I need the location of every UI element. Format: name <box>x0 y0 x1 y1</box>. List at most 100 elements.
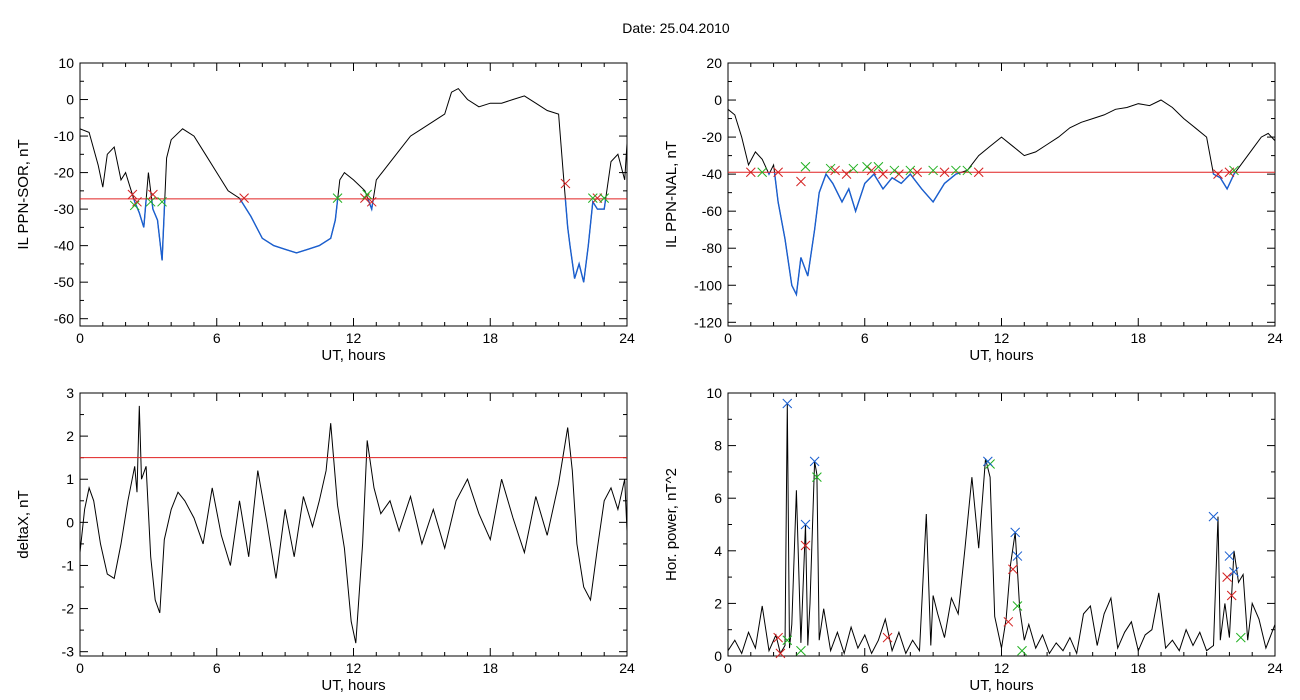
y-tick-label: 8 <box>714 438 722 454</box>
x-tick-label: 24 <box>619 660 635 676</box>
x-tick-label: 0 <box>76 330 84 346</box>
y-tick-label: -2 <box>62 601 75 617</box>
series-line-below-threshold <box>767 172 1237 297</box>
marker-red <box>882 632 893 643</box>
y-tick-label: 0 <box>714 92 722 108</box>
x-tick-label: 12 <box>994 330 1010 346</box>
marker-green <box>905 165 916 176</box>
marker-green <box>951 165 961 176</box>
y-tick-label: 1 <box>66 471 74 487</box>
marker-red <box>366 196 377 207</box>
marker-blue <box>1229 566 1239 577</box>
x-tick-label: 18 <box>1130 660 1146 676</box>
marker-green <box>782 635 793 646</box>
x-tick-label: 24 <box>1267 330 1283 346</box>
y-tick-label: 10 <box>58 55 74 71</box>
marker-blue <box>982 456 993 467</box>
marker-red <box>866 165 877 176</box>
marker-green <box>873 161 884 172</box>
x-tick-label: 0 <box>724 330 732 346</box>
marker-red <box>1008 564 1018 575</box>
series-line <box>728 403 1275 656</box>
marker-green <box>757 167 768 178</box>
marker-green <box>1017 645 1027 656</box>
marker-green <box>599 193 610 204</box>
marker-red <box>1222 572 1232 582</box>
y-tick-label: 6 <box>714 490 722 506</box>
y-tick-label: 10 <box>706 385 722 401</box>
y-tick-label: 0 <box>66 92 74 108</box>
y-axis-label: Hor. power, nT^2 <box>663 468 680 581</box>
marker-blue <box>1010 527 1021 538</box>
marker-red <box>878 169 888 179</box>
figure-title: Date: 25.04.2010 <box>622 20 730 36</box>
y-tick-label: -1 <box>62 557 75 573</box>
x-tick-label: 6 <box>861 660 869 676</box>
marker-blue <box>1012 551 1023 561</box>
series-line <box>80 405 627 644</box>
marker-green <box>962 165 973 176</box>
marker-green <box>1235 632 1246 643</box>
y-tick-label: -100 <box>694 277 722 293</box>
marker-red <box>841 169 852 179</box>
x-tick-label: 6 <box>213 660 221 676</box>
y-tick-label: -40 <box>54 238 74 254</box>
marker-green <box>848 163 859 174</box>
marker-blue <box>1224 551 1235 561</box>
y-tick-label: 4 <box>714 543 722 559</box>
marker-red <box>894 169 904 179</box>
marker-green <box>928 165 938 176</box>
y-tick-label: 0 <box>66 514 74 530</box>
marker-green <box>587 193 598 204</box>
x-tick-label: 0 <box>724 660 732 676</box>
y-tick-label: -120 <box>694 314 722 330</box>
marker-red <box>127 189 138 200</box>
marker-green <box>332 193 343 204</box>
x-axis-label: UT, hours <box>321 677 385 694</box>
marker-green <box>812 472 822 483</box>
marker-green <box>825 163 836 174</box>
marker-red <box>939 167 950 178</box>
x-tick-label: 18 <box>482 330 498 346</box>
marker-red <box>560 178 571 189</box>
y-tick-label: -60 <box>54 311 74 327</box>
marker-red <box>1003 616 1014 627</box>
marker-green <box>157 196 167 207</box>
marker-red <box>773 632 783 643</box>
y-tick-label: 20 <box>706 55 722 71</box>
series-line-below-threshold <box>133 198 607 283</box>
marker-blue <box>1208 511 1219 522</box>
y-tick-label: -3 <box>62 644 75 660</box>
marker-green <box>129 200 140 211</box>
marker-green <box>145 196 156 207</box>
y-tick-label: -50 <box>54 274 74 290</box>
y-axis-label: deltaX, nT <box>15 490 32 558</box>
y-tick-label: -40 <box>702 166 722 182</box>
y-tick-label: 3 <box>66 385 74 401</box>
y-tick-label: -30 <box>54 201 74 217</box>
y-tick-label: 2 <box>66 428 74 444</box>
x-tick-label: 6 <box>213 330 221 346</box>
marker-green <box>1229 165 1239 176</box>
panel-deltax: 0 6 12 18 24 3 2 1 0 -1 -2 -3 UT, hours deltaX, nT <box>15 385 635 694</box>
x-tick-label: 18 <box>1130 330 1146 346</box>
y-tick-label: 2 <box>714 595 722 611</box>
marker-green <box>862 161 872 172</box>
marker-blue <box>800 519 811 530</box>
marker-red <box>775 648 786 659</box>
marker-green <box>889 165 900 176</box>
x-tick-label: 12 <box>346 330 362 346</box>
marker-red <box>148 189 158 200</box>
y-axis-label: IL PPN-NAL, nT <box>663 141 680 248</box>
x-tick-label: 12 <box>994 660 1010 676</box>
x-tick-label: 24 <box>1267 660 1283 676</box>
x-tick-label: 6 <box>861 330 869 346</box>
marker-blue <box>809 456 820 467</box>
y-tick-label: -60 <box>702 203 722 219</box>
marker-red <box>239 193 249 204</box>
marker-red <box>1213 169 1223 179</box>
marker-red <box>1226 590 1237 601</box>
